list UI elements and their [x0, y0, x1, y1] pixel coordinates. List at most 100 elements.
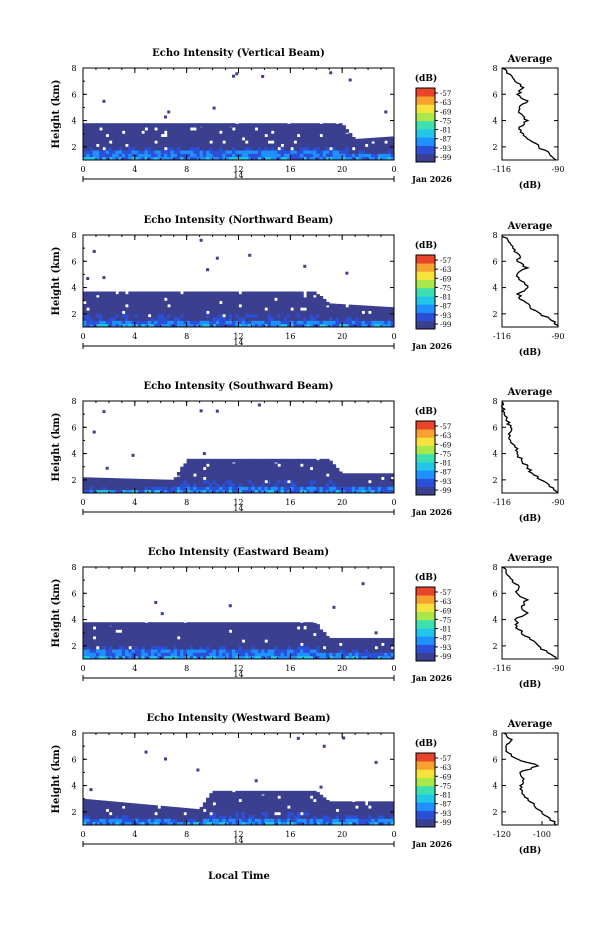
heatmap-cell [209, 639, 213, 643]
heatmap-cell [381, 306, 385, 311]
heatmap-cell [264, 636, 269, 640]
heatmap-cell [102, 800, 107, 805]
heatmap-cell [134, 123, 139, 127]
heatmap-cell [261, 629, 265, 634]
heatmap-cell [167, 300, 171, 305]
heatmap-cell [151, 489, 155, 494]
heatmap-cell [287, 489, 291, 494]
heatmap-cell [277, 476, 282, 481]
heatmap-cell [95, 818, 100, 823]
colorbar-frame [415, 420, 436, 496]
heatmap-cell [283, 320, 288, 325]
heatmap-cell [248, 150, 252, 154]
heatmap-cell [235, 645, 239, 650]
heatmap-cell [131, 821, 136, 826]
heatmap-cell [160, 652, 165, 657]
heatmap-cell [225, 156, 230, 161]
heatmap-cell [325, 130, 330, 135]
heatmap-cell [261, 655, 265, 660]
heatmap-cell [355, 138, 359, 143]
heatmap-cell [322, 489, 327, 494]
heatmap-cell [92, 300, 97, 305]
heatmap-cell [332, 150, 337, 154]
heatmap-cell [313, 133, 317, 138]
heatmap-cell [335, 133, 340, 138]
heatmap-cell [309, 317, 314, 321]
heatmap-cell [92, 320, 97, 325]
heatmap-cell [274, 156, 278, 161]
heatmap-cell [206, 483, 210, 487]
heatmap-cell [180, 313, 184, 318]
heatmap-cell [202, 479, 207, 484]
heatmap-cell [212, 808, 217, 813]
heatmap-cell [170, 642, 175, 647]
heatmap-cell [241, 304, 246, 308]
heatmap-cell [154, 808, 158, 813]
heatmap-cell [131, 655, 136, 660]
heatmap-cell [180, 156, 184, 161]
heatmap-cell [296, 291, 301, 296]
heatmap-cell [293, 473, 298, 477]
heatmap-cell [209, 483, 213, 487]
heatmap-cell [319, 476, 324, 481]
heatmap-cell [193, 310, 197, 315]
heatmap-cell [170, 123, 175, 127]
heatmap-cell [196, 470, 201, 474]
heatmap-cell [202, 123, 207, 127]
heatmap-cell [215, 146, 220, 151]
heatmap-cell [238, 629, 243, 634]
heatmap-cell [225, 805, 230, 809]
heatmap-cell [118, 815, 123, 819]
echo-panel-3: Echo Intensity (Eastward Beam)2468Height… [51, 547, 564, 690]
heatmap-cell [212, 818, 217, 823]
heatmap-cell [222, 642, 226, 647]
heatmap-cell [261, 323, 265, 328]
heatmap-cell [296, 790, 301, 795]
heatmap-cell [170, 146, 175, 151]
heatmap-cell [257, 323, 262, 328]
heatmap-cell [244, 297, 249, 302]
heatmap-cell [287, 323, 291, 328]
heatmap-cell [180, 649, 184, 653]
heatmap-cell [95, 652, 100, 657]
heatmap-cell [368, 489, 372, 494]
heatmap-cell [125, 320, 129, 325]
heatmap-cell [134, 143, 139, 148]
heatmap-cell [342, 486, 346, 491]
heatmap-cell [280, 153, 285, 158]
heatmap-cell [215, 476, 220, 481]
heatmap-cell [219, 626, 223, 630]
heatmap-cell [244, 642, 249, 647]
heatmap-cell [167, 297, 171, 302]
heatmap-cell [173, 133, 178, 138]
heatmap-cell [264, 323, 269, 328]
heatmap-cell [212, 645, 217, 650]
heatmap-cell [86, 277, 90, 281]
heatmap-cell [105, 489, 110, 494]
heatmap-cell [125, 636, 129, 640]
heatmap-cell [225, 636, 230, 640]
heatmap-cell [241, 473, 246, 477]
heatmap-cell [293, 639, 298, 643]
heatmap-cell [151, 307, 155, 311]
heatmap-cell [83, 798, 87, 803]
heatmap-cell [235, 626, 239, 630]
heatmap-cell [290, 652, 294, 657]
heatmap-cell [306, 463, 311, 468]
colorbar-unit: (dB) [415, 406, 437, 417]
heatmap-cell [244, 821, 249, 826]
heatmap-cell [131, 146, 136, 151]
heatmap-cell [264, 466, 269, 471]
heatmap-cell [251, 317, 256, 321]
heatmap-cell [335, 143, 340, 148]
heatmap-cell [348, 649, 353, 653]
heatmap-cell [270, 636, 275, 640]
heatmap-cell [290, 323, 294, 328]
heatmap-cell [254, 473, 259, 477]
heatmap-cell [115, 133, 120, 138]
heatmap-cell [222, 123, 226, 127]
heatmap-cell [251, 300, 256, 305]
heatmap-cell [176, 811, 181, 816]
heatmap-cell [248, 291, 252, 296]
heatmap-cell [235, 466, 239, 471]
